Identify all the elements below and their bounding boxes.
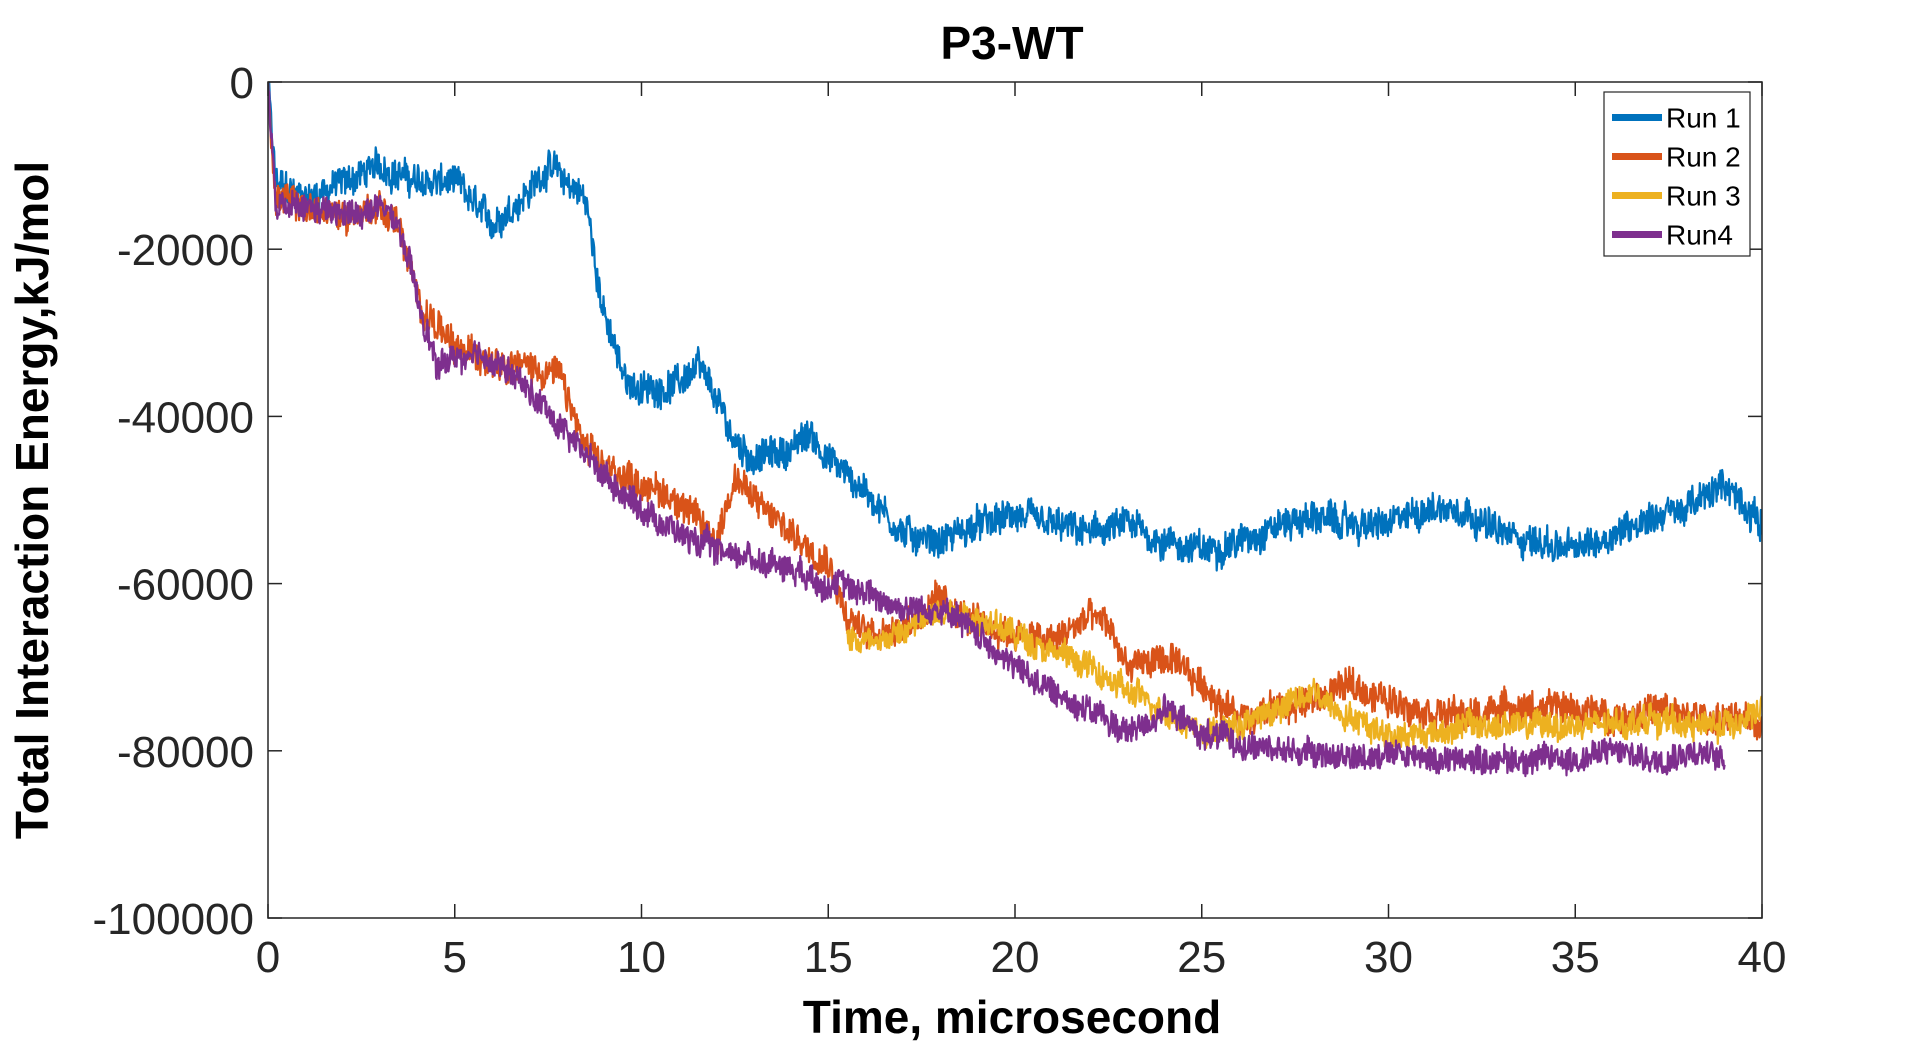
x-tick-label: 20 [991, 933, 1040, 982]
legend-label: Run 1 [1666, 103, 1741, 134]
x-tick-label: 30 [1364, 933, 1413, 982]
x-tick-label: 15 [804, 933, 853, 982]
plot-frame [267, 81, 1763, 919]
legend-label: Run 3 [1666, 181, 1741, 212]
x-tick-label: 0 [256, 933, 280, 982]
y-tick-label: 0 [230, 59, 254, 108]
chart-title: P3-WT [940, 17, 1083, 69]
series-line-1 [268, 82, 1762, 572]
y-tick-label: -20000 [117, 226, 254, 275]
legend-label: Run4 [1666, 220, 1733, 251]
plot-area [268, 82, 1762, 778]
series-line-4 [268, 82, 1726, 778]
y-tick-label: -60000 [117, 561, 254, 610]
x-tick-label: 35 [1551, 933, 1600, 982]
x-tick-label: 5 [443, 933, 467, 982]
x-tick-label: 25 [1177, 933, 1226, 982]
x-tick-label: 10 [617, 933, 666, 982]
legend-label: Run 2 [1666, 142, 1741, 173]
x-tick-label: 40 [1738, 933, 1787, 982]
y-tick-label: -40000 [117, 393, 254, 442]
y-tick-label: -80000 [117, 728, 254, 777]
series-line-3 [845, 599, 1762, 755]
y-tick-label: -100000 [93, 895, 254, 944]
x-axis-label: Time, microsecond [803, 991, 1221, 1043]
y-axis-label: Total Interaction Energy,kJ/mol [6, 161, 58, 839]
axes: 0 5 10 15 20 25 30 35 40 0 -20000 -40000 -60000 -8000… [93, 59, 1787, 982]
legend: Run 1 Run 2 Run 3 Run4 [1603, 91, 1751, 257]
